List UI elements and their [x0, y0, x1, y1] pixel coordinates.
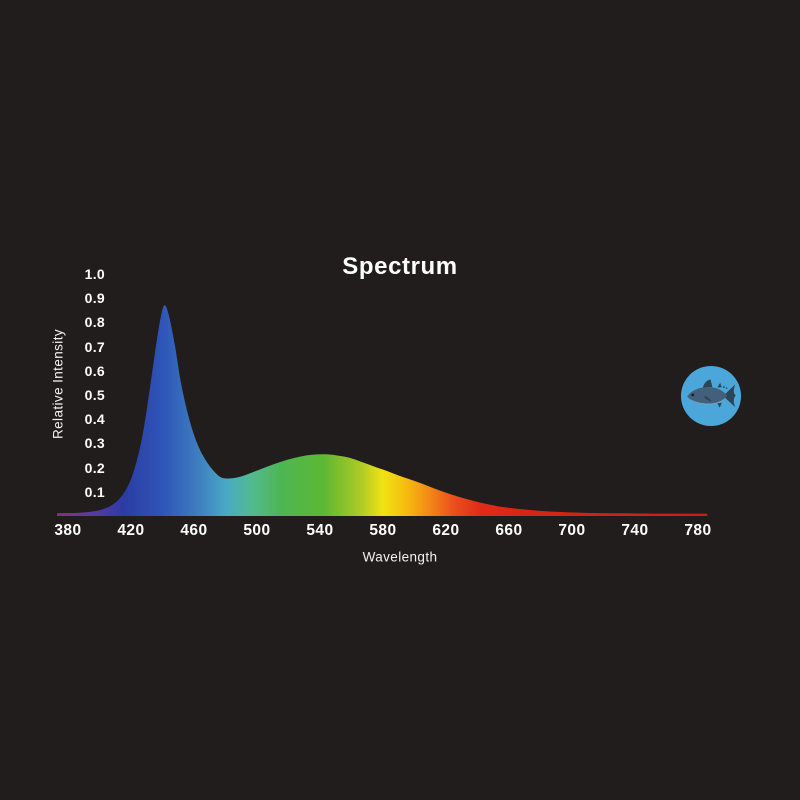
- x-tick-label: 420: [117, 522, 145, 539]
- x-tick-label: 700: [558, 522, 586, 539]
- x-tick-label: 580: [369, 522, 397, 539]
- x-axis-label: Wavelength: [362, 549, 438, 565]
- fish-dorsal-fin: [702, 379, 713, 388]
- y-tick-label: 0.3: [84, 435, 105, 452]
- x-tick-label: 740: [621, 522, 649, 539]
- y-tick-label: 0.9: [84, 290, 105, 307]
- x-tick-label: 460: [180, 522, 208, 539]
- x-tick-label: 500: [243, 522, 271, 539]
- y-tick-label: 1.0: [84, 266, 105, 282]
- y-tick-label: 0.8: [84, 314, 105, 331]
- fish-body: [687, 387, 727, 404]
- x-tick-label: 780: [684, 522, 712, 539]
- x-tick-label: 540: [306, 522, 334, 539]
- fish-tail: [723, 384, 736, 408]
- y-tick-label: 0.6: [84, 362, 105, 379]
- y-tick-label: 0.2: [84, 459, 105, 476]
- fish-finlets: [717, 382, 728, 389]
- y-tick-label: 0.4: [84, 411, 105, 428]
- x-tick-label: 660: [495, 522, 523, 539]
- y-tick-label: 0.1: [84, 483, 105, 500]
- fish-anal-fin: [717, 402, 722, 408]
- fish-pectoral-fin: [704, 395, 712, 402]
- y-tick-label: 0.7: [84, 338, 105, 355]
- tuna-fish-icon: [680, 365, 742, 427]
- y-tick-label: 0.5: [84, 387, 105, 403]
- x-tick-label: 620: [432, 522, 460, 539]
- fish-belly: [688, 397, 726, 405]
- spectrum-area-path: [57, 305, 708, 516]
- x-tick-label: 380: [54, 522, 82, 539]
- chart-title: Spectrum: [342, 253, 458, 280]
- fish-eye: [691, 393, 695, 397]
